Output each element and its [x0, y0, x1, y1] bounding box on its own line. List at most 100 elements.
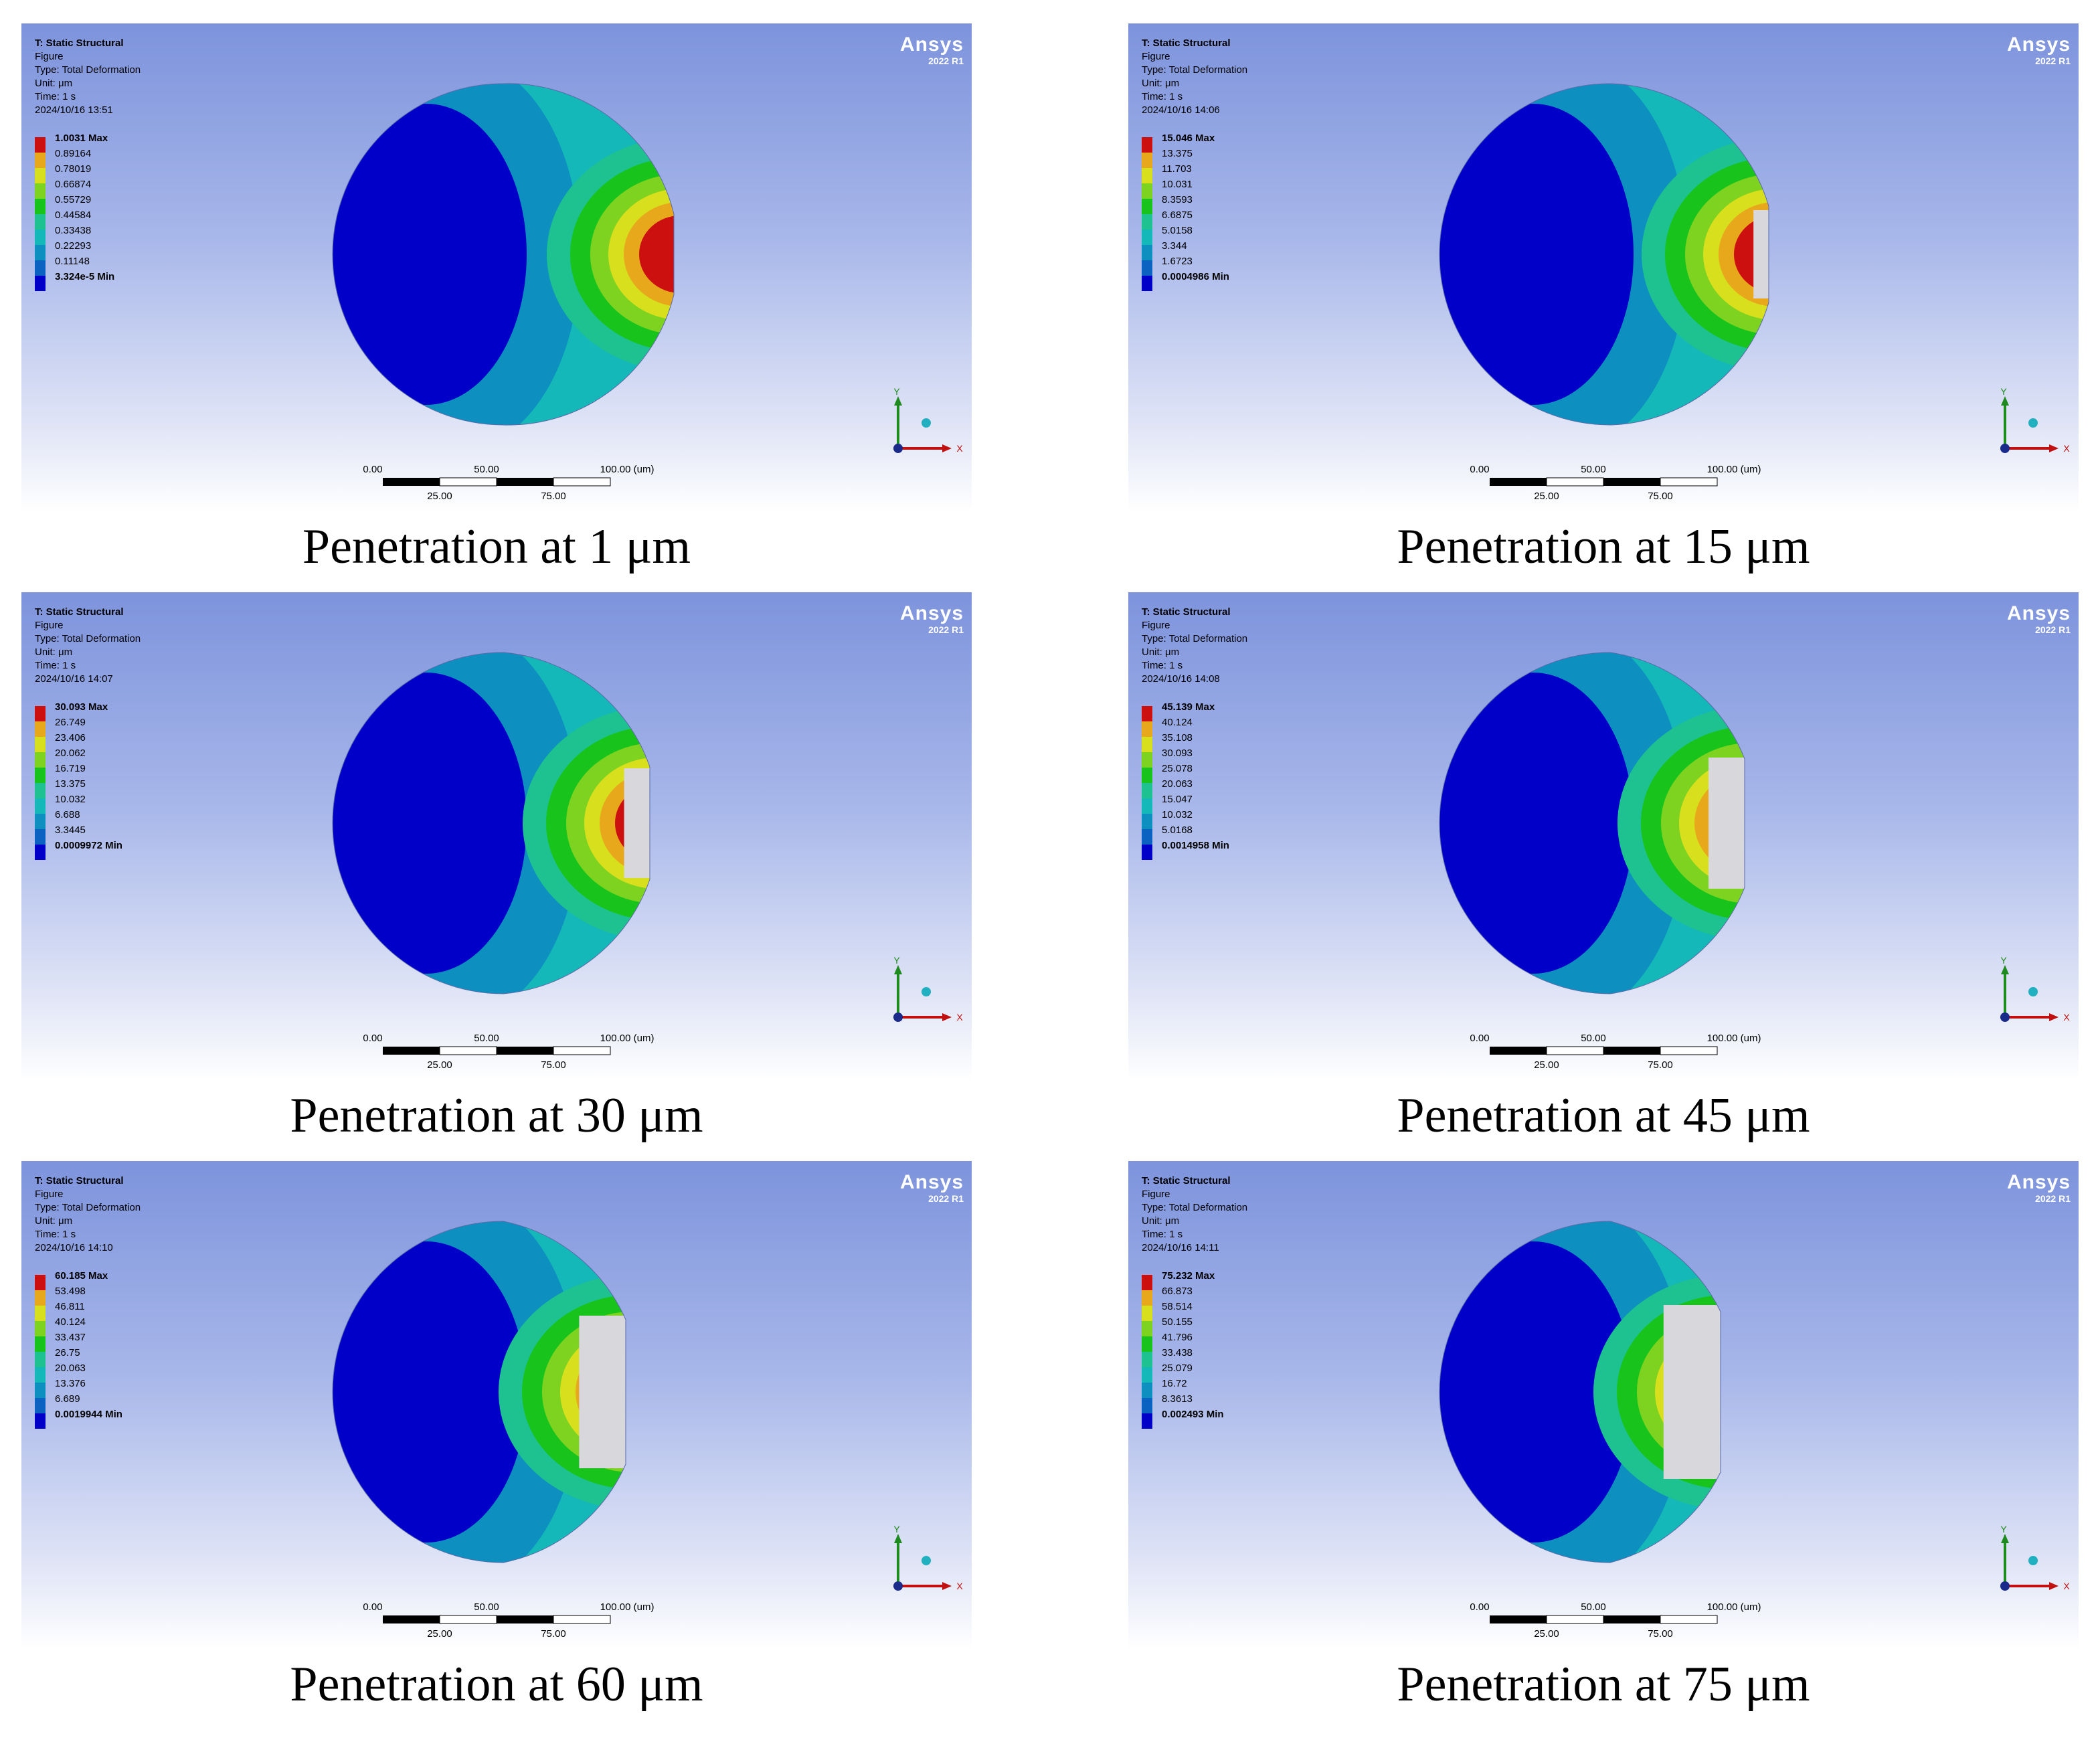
deformation-contour-plot[interactable] [1128, 592, 2079, 1081]
scale-label: 100.00 (um) [1707, 1033, 1761, 1044]
ansys-logo: Ansys 2022 R1 [2006, 33, 2071, 67]
ansys-logo: Ansys 2022 R1 [2006, 1171, 2071, 1205]
legend-swatch [1142, 214, 1152, 230]
header-line: Unit: μm [1142, 1215, 1180, 1227]
header-line: T: Static Structural [35, 606, 124, 618]
legend-swatch [35, 1336, 46, 1352]
result-header: T: Static Structural Figure Type: Total De… [35, 1174, 141, 1255]
graphics-viewport[interactable]: T: Static Structural Figure Type: Total De… [21, 23, 972, 512]
legend-value: 40.124 [55, 1316, 86, 1328]
graphics-viewport[interactable]: T: Static Structural Figure Type: Total De… [1128, 592, 2079, 1081]
ansys-logo: Ansys 2022 R1 [900, 603, 964, 636]
panel-caption: Penetration at 30 μm [290, 1088, 703, 1143]
scale-segment [497, 478, 553, 486]
header-line: 2024/10/16 14:06 [1142, 104, 1220, 116]
legend-swatch [35, 814, 46, 829]
legend-swatch [35, 1321, 46, 1336]
graphics-viewport[interactable]: T: Static Structural Figure Type: Total De… [1128, 1161, 2079, 1650]
axis-x-label: X [2063, 1581, 2070, 1591]
legend-value: 58.514 [1162, 1301, 1193, 1312]
header-line: Type: Total Deformation [35, 1202, 141, 1213]
view-sphere-icon [2028, 1556, 2038, 1565]
scale-label: 0.00 [363, 464, 382, 475]
xyz-triad-icon[interactable]: YX [885, 388, 965, 462]
header-line: Type: Total Deformation [1142, 64, 1248, 76]
scale-segment [1490, 478, 1547, 486]
logo-text: Ansys [899, 1171, 964, 1193]
legend-value: 15.046 Max [1162, 133, 1215, 144]
z-axis-dot [893, 444, 903, 453]
axis-y-label: Y [893, 1526, 900, 1534]
axis-y-label: Y [2000, 957, 2007, 966]
z-axis-dot [893, 1013, 903, 1022]
deformation-contour-plot[interactable] [21, 1161, 972, 1650]
xyz-triad-icon[interactable]: YX [1992, 388, 2072, 462]
scale-label: 25.00 [1534, 1059, 1559, 1071]
scale-label: 50.00 [474, 464, 499, 475]
deformation-contour-plot[interactable] [21, 23, 972, 512]
xyz-triad-icon[interactable]: YX [1992, 1526, 2072, 1599]
scale-label: 100.00 (um) [600, 1033, 654, 1044]
legend-value: 16.72 [1162, 1378, 1187, 1389]
legend-swatch [35, 168, 46, 183]
legend-swatch [1142, 137, 1152, 153]
logo-text: Ansys [2006, 33, 2071, 56]
legend-swatch [35, 783, 46, 798]
scale-segment [1603, 1047, 1660, 1055]
legend-value: 20.062 [55, 748, 86, 759]
graphics-viewport[interactable]: T: Static Structural Figure Type: Total De… [1128, 23, 2079, 512]
legend-swatch [35, 1352, 46, 1367]
legend-value: 75.232 Max [1162, 1270, 1215, 1282]
legend-swatch [1142, 1321, 1152, 1336]
indenter-contact-region [1663, 1305, 1721, 1479]
legend-value: 20.063 [1162, 778, 1193, 790]
xyz-triad-icon[interactable]: YX [1992, 957, 2072, 1031]
scale-bar: 0.00 50.00 100.00 (um) 25.00 75.00 [363, 1033, 654, 1071]
header-line: Figure [1142, 51, 1170, 62]
legend-swatch [1142, 845, 1152, 860]
logo-text: Ansys [2006, 1171, 2071, 1193]
logo-version: 2022 R1 [928, 624, 964, 635]
legend-value: 1.0031 Max [55, 133, 108, 144]
deformation-contour-plot[interactable] [21, 592, 972, 1081]
z-axis-dot [2000, 1013, 2010, 1022]
scale-segment [1546, 1046, 1604, 1055]
scale-label: 75.00 [1648, 1059, 1673, 1071]
legend-value: 6.688 [55, 809, 80, 820]
scale-segment [1603, 1615, 1660, 1623]
legend-swatch [35, 845, 46, 860]
deformation-contour-plot[interactable] [1128, 1161, 2079, 1650]
header-line: Type: Total Deformation [35, 64, 141, 76]
result-header: T: Static Structural Figure Type: Total De… [35, 606, 141, 686]
model-outline [332, 652, 650, 994]
scale-segment [553, 1046, 611, 1055]
header-line: Figure [35, 1189, 64, 1200]
logo-version: 2022 R1 [2035, 624, 2071, 635]
graphics-viewport[interactable]: T: Static Structural Figure Type: Total De… [21, 592, 972, 1081]
scale-label: 75.00 [1648, 491, 1673, 502]
axis-y-label: Y [2000, 1526, 2007, 1534]
header-line: Time: 1 s [35, 91, 76, 102]
header-line: Type: Total Deformation [35, 633, 141, 644]
legend-value: 30.093 [1162, 748, 1193, 759]
xyz-triad-icon[interactable]: YX [885, 957, 965, 1031]
legend-value: 60.185 Max [55, 1270, 108, 1282]
scale-label: 0.00 [363, 1033, 382, 1044]
legend-value: 45.139 Max [1162, 701, 1215, 713]
legend-value: 16.719 [55, 763, 86, 774]
header-line: Type: Total Deformation [1142, 633, 1248, 644]
legend-swatch [35, 1306, 46, 1321]
legend-value: 6.6875 [1162, 209, 1193, 221]
header-line: Time: 1 s [1142, 660, 1183, 671]
view-sphere-icon [2028, 987, 2038, 996]
result-header: T: Static Structural Figure Type: Total De… [35, 37, 141, 117]
legend-swatch [1142, 752, 1152, 768]
scale-segment [497, 1615, 553, 1623]
legend-swatch [1142, 153, 1152, 168]
scale-label: 50.00 [474, 1601, 499, 1613]
header-line: Time: 1 s [35, 660, 76, 671]
xyz-triad-icon[interactable]: YX [885, 1526, 965, 1599]
legend-value: 20.063 [55, 1363, 86, 1374]
deformation-contour-plot[interactable] [1128, 23, 2079, 512]
graphics-viewport[interactable]: T: Static Structural Figure Type: Total De… [21, 1161, 972, 1650]
